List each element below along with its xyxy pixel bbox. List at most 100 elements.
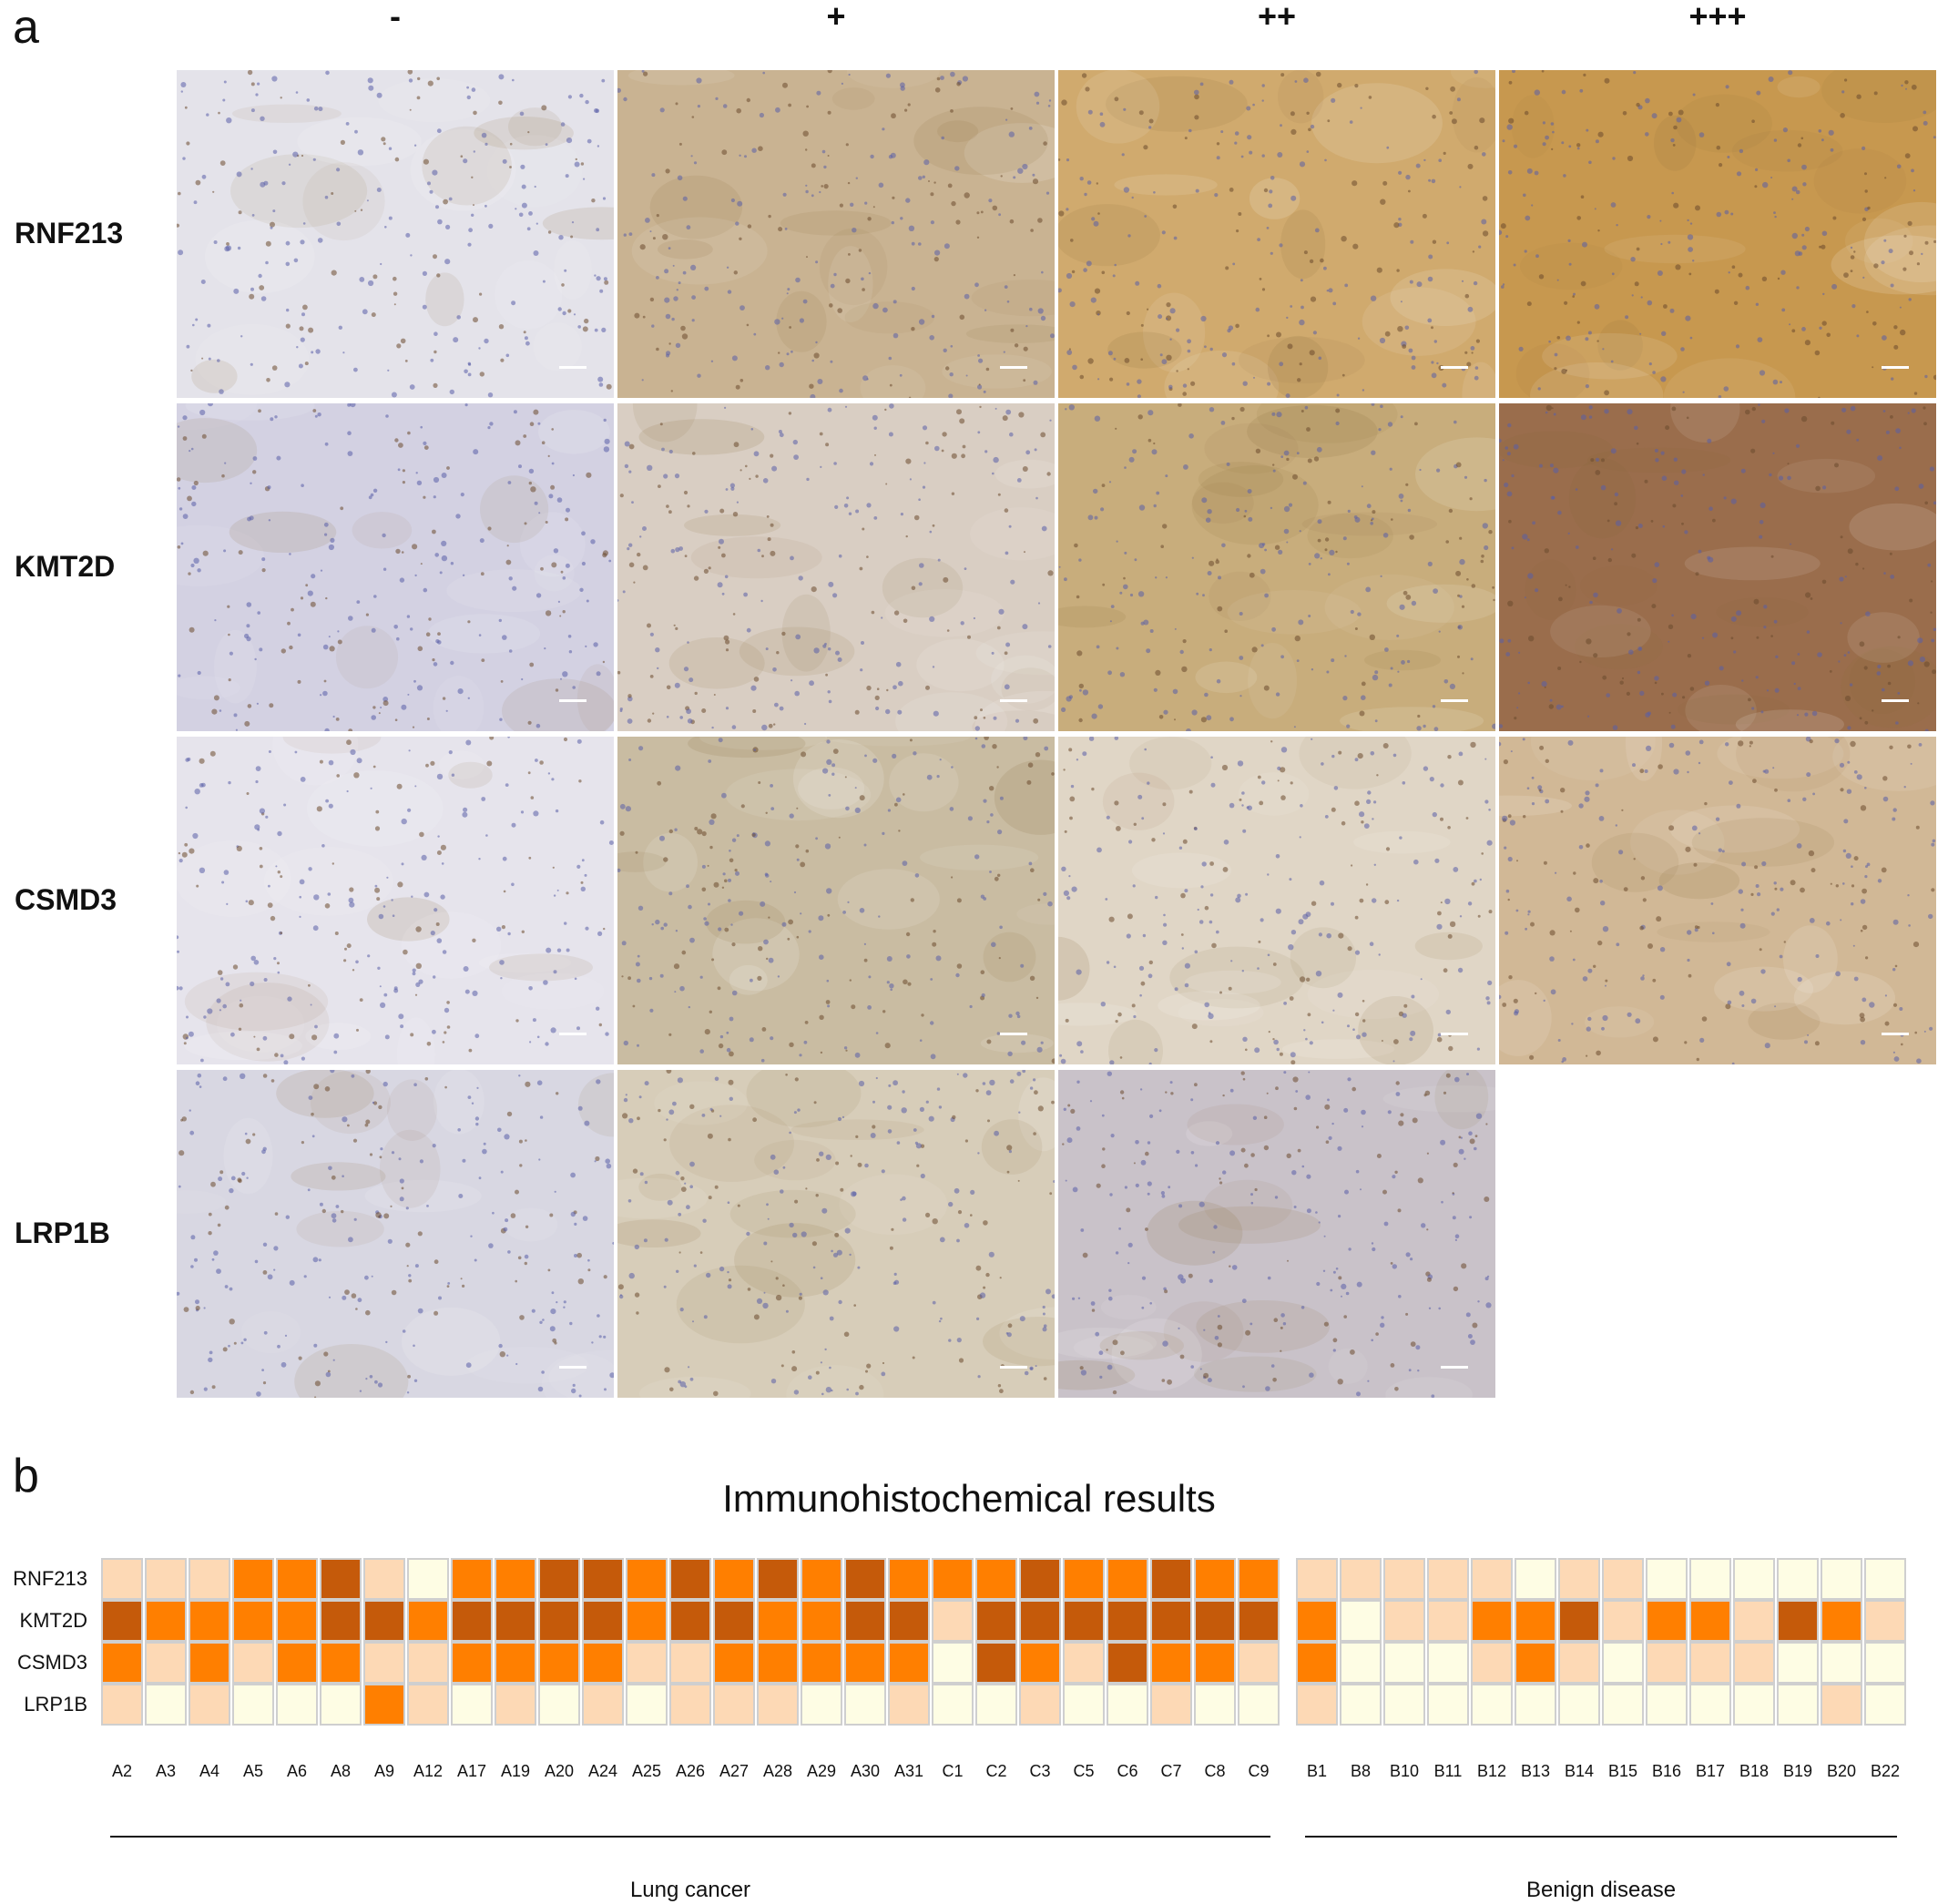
heatmap-cell bbox=[407, 1642, 449, 1684]
heatmap-cell bbox=[1383, 1600, 1425, 1642]
heatmap-cell bbox=[145, 1684, 187, 1726]
heatmap-cell bbox=[189, 1642, 230, 1684]
heatmap-cell bbox=[844, 1558, 886, 1600]
micrograph-kmt2d-1 bbox=[617, 403, 1055, 731]
group-bracket-line bbox=[1305, 1836, 1897, 1838]
heatmap-cell bbox=[320, 1684, 362, 1726]
heatmap-cell bbox=[582, 1558, 624, 1600]
sample-label: A27 bbox=[719, 1762, 750, 1780]
heatmap-cell bbox=[1733, 1558, 1775, 1600]
heatmap-cell bbox=[1150, 1558, 1192, 1600]
sample-label: A17 bbox=[456, 1762, 487, 1780]
heatmap-cell bbox=[669, 1642, 711, 1684]
heatmap-cell bbox=[407, 1600, 449, 1642]
heatmap-cell bbox=[1821, 1684, 1862, 1726]
heatmap-cell bbox=[232, 1558, 274, 1600]
heatmap-cell bbox=[1515, 1684, 1556, 1726]
heatmap-cell bbox=[1296, 1684, 1338, 1726]
heatmap-cell bbox=[801, 1558, 842, 1600]
heatmap-cell bbox=[1864, 1558, 1906, 1600]
heatmap-cell bbox=[1864, 1600, 1906, 1642]
heatmap-cell bbox=[669, 1558, 711, 1600]
heatmap-cell bbox=[757, 1642, 799, 1684]
sample-label: B16 bbox=[1651, 1762, 1682, 1780]
sample-label: C6 bbox=[1117, 1762, 1138, 1780]
heatmap-cell bbox=[1471, 1558, 1513, 1600]
group-label: Lung cancer bbox=[629, 1878, 751, 1902]
heatmap-cell bbox=[1063, 1684, 1105, 1726]
heatmap-cell bbox=[189, 1600, 230, 1642]
heatmap-cell bbox=[888, 1684, 930, 1726]
heatmap-cell bbox=[1340, 1642, 1382, 1684]
heatmap-cell bbox=[626, 1684, 668, 1726]
heatmap-cell bbox=[1602, 1684, 1644, 1726]
micrograph-rnf213-2 bbox=[1058, 70, 1495, 398]
heatmap-cell bbox=[932, 1642, 974, 1684]
row-label-kmt2d: KMT2D bbox=[15, 550, 116, 583]
heatmap-cell bbox=[189, 1684, 230, 1726]
heatmap-cell bbox=[1019, 1600, 1061, 1642]
sample-label: A12 bbox=[413, 1762, 444, 1780]
heatmap-cell bbox=[276, 1642, 318, 1684]
heatmap-cell bbox=[1646, 1642, 1688, 1684]
heatmap-cell bbox=[1689, 1684, 1731, 1726]
heatmap-cell bbox=[538, 1558, 580, 1600]
heatmap-cell bbox=[1383, 1684, 1425, 1726]
sample-label: A31 bbox=[893, 1762, 924, 1780]
sample-label: B10 bbox=[1389, 1762, 1420, 1780]
heatmap-cell bbox=[407, 1558, 449, 1600]
sample-label: C2 bbox=[985, 1762, 1007, 1780]
sample-label: B19 bbox=[1782, 1762, 1813, 1780]
heatmap-cell bbox=[975, 1558, 1017, 1600]
heatmap-cell bbox=[1777, 1642, 1819, 1684]
heatmap-cell bbox=[932, 1600, 974, 1642]
heatmap-cell bbox=[363, 1600, 405, 1642]
heatmap-cell bbox=[1558, 1558, 1600, 1600]
heatmap-cell bbox=[1864, 1684, 1906, 1726]
heatmap-cell bbox=[1471, 1684, 1513, 1726]
heatmap-cell bbox=[1019, 1642, 1061, 1684]
sample-label: A4 bbox=[199, 1762, 220, 1780]
micrograph-csmd3-2 bbox=[1058, 737, 1495, 1064]
heatmap-cell bbox=[713, 1642, 755, 1684]
heatmap-cell bbox=[1558, 1600, 1600, 1642]
heatmap-cell bbox=[1558, 1642, 1600, 1684]
sample-label: A20 bbox=[544, 1762, 575, 1780]
heatmap-cell bbox=[101, 1558, 143, 1600]
heatmap-cell bbox=[1194, 1600, 1236, 1642]
column-header-0: - bbox=[390, 0, 401, 35]
heatmap-cell bbox=[1107, 1558, 1148, 1600]
row-label-csmd3: CSMD3 bbox=[15, 883, 117, 916]
heatmap-cell bbox=[1602, 1558, 1644, 1600]
heatmap-cell bbox=[975, 1642, 1017, 1684]
heatmap-cell bbox=[1340, 1684, 1382, 1726]
heatmap-cell bbox=[888, 1642, 930, 1684]
sample-label: B13 bbox=[1520, 1762, 1551, 1780]
heatmap-cell bbox=[145, 1642, 187, 1684]
sample-label: B1 bbox=[1306, 1762, 1328, 1780]
micrograph-csmd3-3 bbox=[1499, 737, 1936, 1064]
heatmap-cell bbox=[1602, 1600, 1644, 1642]
heatmap-cell bbox=[1427, 1600, 1469, 1642]
heatmap-cell bbox=[1150, 1600, 1192, 1642]
heatmap-cell bbox=[582, 1684, 624, 1726]
heatmap-cell bbox=[888, 1558, 930, 1600]
heatmap-cell bbox=[1427, 1642, 1469, 1684]
heatmap-cell bbox=[1689, 1642, 1731, 1684]
heatmap-cell bbox=[451, 1558, 493, 1600]
heatmap-cell bbox=[669, 1600, 711, 1642]
heatmap-cell bbox=[1019, 1558, 1061, 1600]
heatmap-cell bbox=[1515, 1600, 1556, 1642]
heatmap-cell bbox=[363, 1642, 405, 1684]
column-header-1: + bbox=[826, 0, 846, 35]
sample-label: A6 bbox=[286, 1762, 308, 1780]
heatmap-cell bbox=[363, 1558, 405, 1600]
heatmap-cell bbox=[363, 1684, 405, 1726]
heatmap-cell bbox=[451, 1642, 493, 1684]
heatmap-cell bbox=[232, 1642, 274, 1684]
heatmap-cell bbox=[844, 1600, 886, 1642]
group-label: Benign disease bbox=[1525, 1878, 1677, 1902]
heatmap-cell bbox=[232, 1600, 274, 1642]
micrograph-rnf213-0 bbox=[177, 70, 614, 398]
heatmap-cell bbox=[145, 1558, 187, 1600]
